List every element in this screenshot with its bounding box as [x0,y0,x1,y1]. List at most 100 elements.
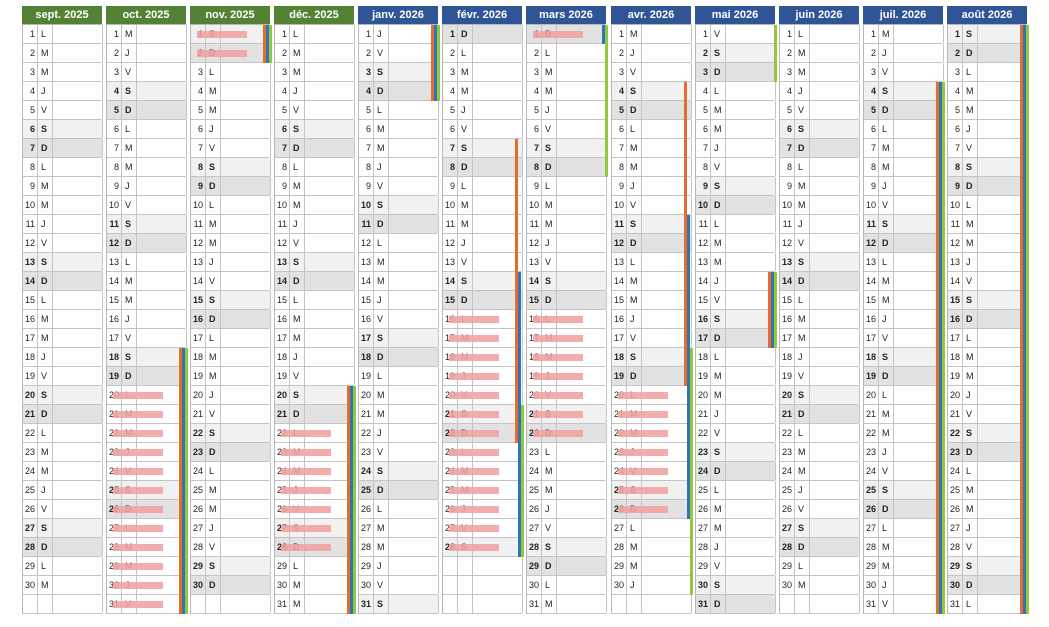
zone-b-stripe [434,44,437,63]
day-number: 27 [948,519,963,537]
month-header: févr. 2026 [442,6,522,24]
day-number: 12 [780,234,795,252]
weekday-letter: M [627,538,642,556]
weekday-letter: J [542,500,557,518]
day-number: 5 [23,101,38,119]
zone-b-stripe [1023,291,1026,310]
day-note-cell [221,310,271,328]
day-number: 26 [23,500,38,518]
day-row: 12 M [948,234,1029,253]
day-number: 19 [864,367,879,385]
zone-c-stripe [353,500,356,519]
weekday-letter: L [38,158,53,176]
zone-a-stripe [768,310,771,329]
zone-a-stripe [515,196,518,215]
month-column: août 2026 1 S 2 D 3 L 4 M 5 M 6 J 7 V 8 S 9 D 10 L 11 M 12 M 13 J 1… [947,6,1029,614]
zone-c-stripe [942,196,945,215]
weekday-letter: M [627,291,642,309]
day-number: 8 [191,158,206,176]
weekday-letter: M [206,367,221,385]
day-row: 14 M [864,272,945,291]
day-number: 11 [780,215,795,233]
day-number: 29 [527,557,542,575]
day-number: 25 [948,481,963,499]
weekday-letter: S [711,576,726,594]
zone-c-stripe [942,253,945,272]
zone-a-stripe [347,405,350,424]
day-note-cell [305,82,355,100]
zone-c-stripe [185,481,188,500]
day-note-cell [557,272,607,290]
zone-b-stripe [939,310,942,329]
day-note-cell [473,196,523,214]
zone-b-stripe [1023,310,1026,329]
day-note-cell [305,234,355,252]
holiday-highlight-bar [449,316,499,323]
weekday-letter: D [374,348,389,366]
weekday-letter: L [290,25,305,43]
zone-b-stripe [518,500,521,519]
day-row: 12 J [443,234,523,253]
day-number: 17 [23,329,38,347]
day-row: 13 V [527,253,607,272]
weekday-letter: M [963,481,978,499]
weekday-letter: S [122,82,137,100]
weekday-letter: D [206,576,221,594]
zone-b-stripe [1023,63,1026,82]
day-note-cell [810,500,860,518]
day-number: 8 [23,158,38,176]
day-number: 24 [948,462,963,480]
zone-b-stripe [518,462,521,481]
weekday-letter: M [542,196,557,214]
day-row: 15 M [107,291,187,310]
zone-b-stripe [939,557,942,576]
day-number: 18 [696,348,711,366]
weekday-letter: M [290,329,305,347]
day-row: 19 M [948,367,1029,386]
day-note-cell [389,329,439,347]
zone-c-stripe [774,272,777,291]
zone-a-stripe [1020,367,1023,386]
day-number: 15 [864,291,879,309]
zone-b-stripe [518,538,521,557]
day-number: 1 [780,25,795,43]
zone-b-stripe [939,82,942,101]
month-day-grid: 1 V 2 S 3 D 4 L 5 M 6 M 7 J 8 V 9 S 10 D 11 L 12 M 13 M 14 J 15 V 16 S 1… [695,24,777,614]
day-row: 16L [527,310,607,329]
zone-a-stripe [1020,557,1023,576]
day-note-cell [557,101,607,119]
zone-c-stripe [690,386,693,405]
day-note-cell [642,253,692,271]
day-number: 25 [191,481,206,499]
zone-b-stripe [1023,462,1026,481]
day-row: 27L [107,519,188,538]
weekday-letter: S [879,82,894,100]
zone-a-stripe [1020,386,1023,405]
day-note-cell [642,557,692,575]
empty-cell [206,595,221,613]
day-number: 30 [527,576,542,594]
day-row: 31 M [275,595,356,614]
weekday-letter: V [627,329,642,347]
day-row: 12 V [780,234,860,253]
day-row: 21 V [948,405,1029,424]
zone-c-stripe [1026,367,1029,386]
day-note-cell [305,196,355,214]
day-number: 1 [275,25,290,43]
zone-c-stripe [605,139,608,158]
zone-a-stripe [1020,101,1023,120]
day-number: 19 [612,367,627,385]
day-note-cell [810,82,860,100]
zone-a-stripe [936,101,939,120]
day-row: 22M [107,424,188,443]
weekday-letter: L [458,177,473,195]
day-row: 17 D [696,329,777,348]
